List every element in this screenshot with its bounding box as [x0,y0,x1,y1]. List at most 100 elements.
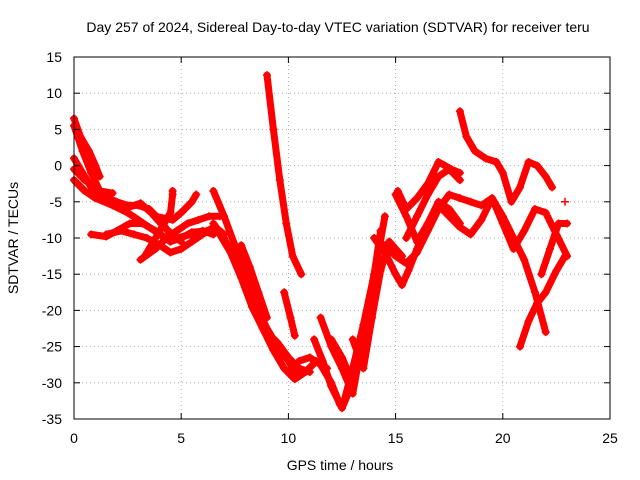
data-point [413,212,422,221]
data-point [470,147,479,156]
data-point [445,212,454,221]
x-tick-label: 10 [281,430,297,446]
data-series-13 [237,241,271,322]
data-point [282,219,291,228]
data-point [541,288,550,297]
y-tick-label: 5 [54,121,62,137]
data-point [338,404,346,413]
x-axis-label: GPS time / hours [287,457,394,473]
data-point [297,270,306,279]
data-point [215,230,224,239]
data-point [140,252,149,261]
data-point [187,197,196,206]
data-point [80,186,89,195]
data-point [87,168,96,177]
data-point [237,241,246,250]
data-point [530,288,539,297]
data-point [237,273,246,282]
y-tick-label: -25 [42,339,62,355]
data-point [273,338,282,347]
data-point [541,172,550,181]
data-point [187,237,196,246]
data-point [434,201,443,210]
data-point [530,205,539,214]
y-tick-label: -5 [50,194,63,210]
x-tick-label: 25 [602,430,618,446]
data-point [91,183,100,192]
data-point [177,208,186,217]
data-point [151,212,160,221]
data-point [269,346,278,355]
data-point [284,353,293,362]
data-point [466,197,475,206]
data-point [380,212,389,221]
data-point [492,157,501,166]
data-point [262,71,271,80]
data-point [462,132,471,141]
data-point [481,154,490,163]
data-series-9 [152,191,200,224]
data-point [520,255,529,264]
data-point [368,313,377,322]
data-point [205,212,214,221]
data-point [376,266,385,275]
data-point [338,353,346,362]
data-series-28 [537,220,571,278]
data-point [117,226,126,235]
data-point [541,328,550,337]
data-point [102,230,111,239]
data-point [247,302,256,311]
data-series-25 [402,165,464,242]
data-point [138,219,147,228]
data-point [209,186,218,195]
data-point [552,266,561,275]
data-point [348,389,357,398]
data-point [466,230,475,239]
data-point [290,375,299,384]
data-point [507,197,516,206]
data-point [348,335,357,344]
data-point [177,234,186,242]
data-point [295,357,304,366]
data-point [95,172,104,181]
data-point [258,324,267,333]
data-point [545,244,554,253]
data-point [380,241,389,250]
data-point [498,219,507,228]
data-point [445,165,454,174]
data-point [327,335,336,344]
data-point [295,364,304,373]
data-point [515,342,524,351]
y-tick-label: -10 [42,230,62,246]
data-point [560,197,569,206]
data-point [445,190,454,199]
data-point [455,107,464,116]
data-point [108,189,117,198]
data-point [370,234,379,242]
data-point [142,234,151,242]
data-point [136,199,145,208]
data-point [423,190,432,199]
data-point [554,219,563,228]
x-tick-label: 15 [388,430,404,446]
data-point [288,252,297,261]
y-tick-label: -35 [42,411,62,427]
data-point [393,186,402,195]
x-tick-label: 20 [495,430,511,446]
data-point [80,176,89,185]
y-tick-label: -20 [42,302,62,318]
data-point [280,364,289,373]
data-point [359,364,368,373]
data-point [548,183,557,192]
y-tick-label: -15 [42,266,62,282]
data-point [262,313,271,322]
data-point [166,248,175,257]
data-point [290,331,299,340]
data-point [560,252,569,261]
tick-layer: 0 5 10 15 20 25 -35 -30 -25 -20 -15 -10 -5 0 5 10 15 [42,49,618,446]
y-tick-label: 15 [46,49,62,65]
chart-title: Day 257 of 2024, Sidereal Day-to-day VTE… [86,19,589,35]
y-tick-label: -30 [42,375,62,391]
data-point [192,190,201,199]
data-point [168,215,177,224]
